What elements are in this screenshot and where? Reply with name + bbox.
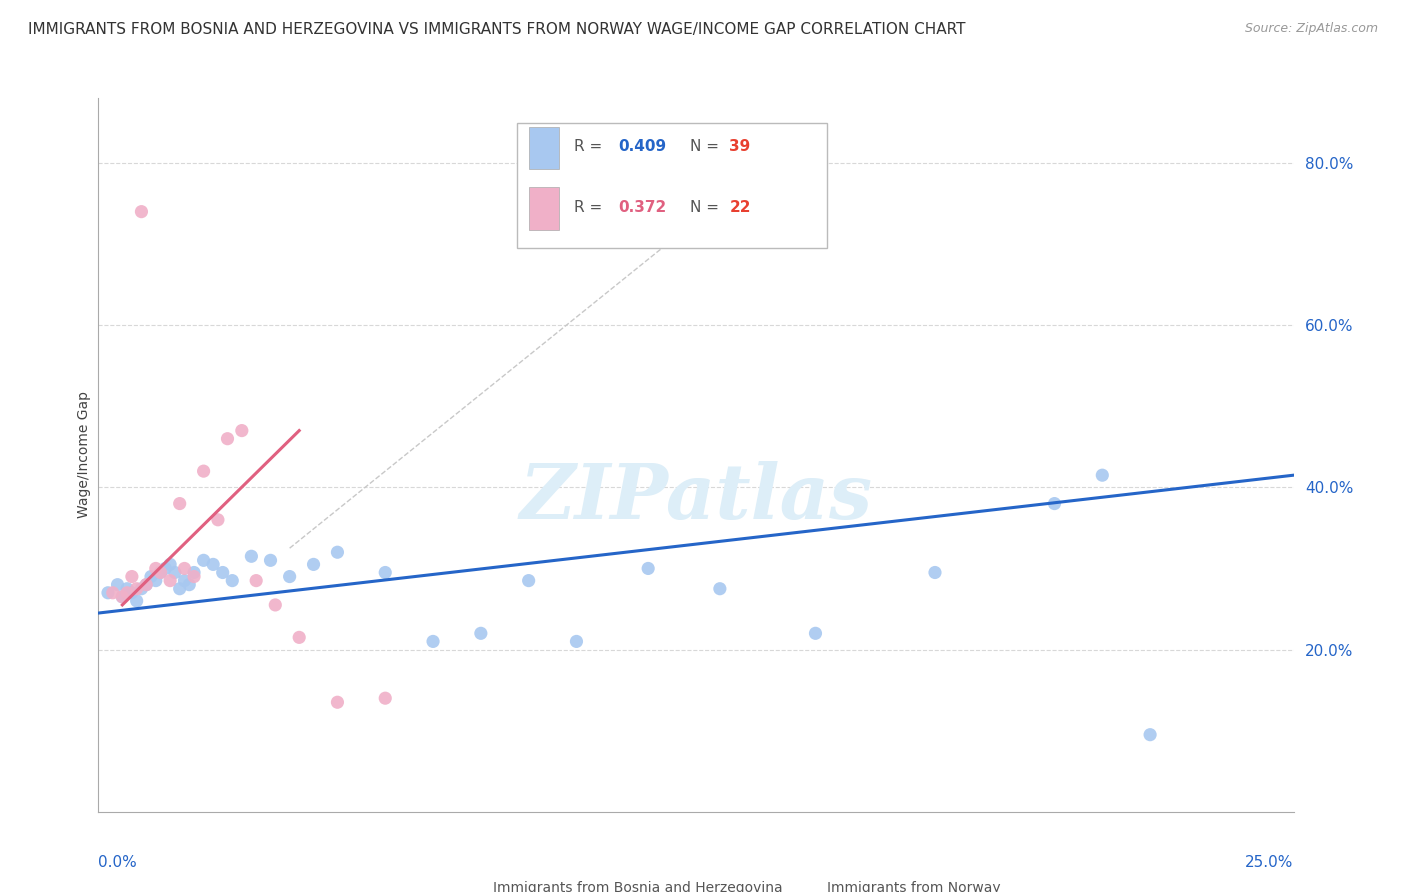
Point [565, 634, 588, 648]
Point [111, 590, 134, 604]
Point [139, 569, 162, 583]
Point [169, 497, 191, 511]
FancyBboxPatch shape [457, 869, 484, 892]
Point [155, 561, 177, 575]
Point [149, 566, 172, 580]
Point [804, 626, 827, 640]
Point [374, 566, 396, 580]
Point [145, 574, 167, 588]
Point [709, 582, 731, 596]
Point [1043, 497, 1066, 511]
Point [202, 558, 225, 572]
Point [517, 574, 540, 588]
Point [264, 598, 287, 612]
Text: Source: ZipAtlas.com: Source: ZipAtlas.com [1244, 22, 1378, 36]
Y-axis label: Wage/Income Gap: Wage/Income Gap [77, 392, 91, 518]
Point [302, 558, 325, 572]
Point [173, 561, 195, 575]
Point [159, 558, 181, 572]
Point [163, 566, 186, 580]
Point [101, 586, 124, 600]
Text: Immigrants from Bosnia and Herzegovina: Immigrants from Bosnia and Herzegovina [494, 881, 782, 892]
FancyBboxPatch shape [529, 187, 558, 230]
Point [183, 566, 205, 580]
Point [121, 569, 143, 583]
Text: Immigrants from Norway: Immigrants from Norway [827, 881, 1001, 892]
Text: 0.409: 0.409 [619, 139, 666, 154]
Point [121, 586, 143, 600]
FancyBboxPatch shape [529, 127, 558, 169]
Point [231, 424, 253, 438]
Point [259, 553, 281, 567]
Text: R =: R = [574, 200, 607, 215]
FancyBboxPatch shape [792, 869, 818, 892]
Point [183, 569, 205, 583]
Point [326, 695, 349, 709]
Point [115, 582, 138, 596]
Text: IMMIGRANTS FROM BOSNIA AND HERZEGOVINA VS IMMIGRANTS FROM NORWAY WAGE/INCOME GAP: IMMIGRANTS FROM BOSNIA AND HERZEGOVINA V… [28, 22, 966, 37]
Text: 22: 22 [730, 200, 751, 215]
Text: ZIPatlas: ZIPatlas [519, 461, 873, 534]
Point [245, 574, 267, 588]
Point [288, 631, 311, 645]
Point [637, 561, 659, 575]
Point [111, 590, 134, 604]
Point [131, 582, 153, 596]
Point [470, 626, 492, 640]
Point [278, 569, 301, 583]
Text: N =: N = [690, 139, 724, 154]
Point [169, 582, 191, 596]
Point [211, 566, 233, 580]
Point [1139, 728, 1161, 742]
Point [422, 634, 444, 648]
Point [135, 577, 157, 591]
Point [149, 566, 172, 580]
Point [374, 691, 396, 706]
Text: 25.0%: 25.0% [1246, 855, 1294, 870]
Point [173, 574, 195, 588]
Point [193, 464, 215, 478]
Point [135, 577, 157, 591]
FancyBboxPatch shape [517, 123, 827, 248]
Point [179, 577, 201, 591]
Point [193, 553, 215, 567]
Point [97, 586, 120, 600]
Point [145, 561, 167, 575]
Text: N =: N = [690, 200, 724, 215]
Point [115, 586, 138, 600]
Point [924, 566, 946, 580]
Point [107, 577, 129, 591]
Point [159, 574, 181, 588]
Point [217, 432, 239, 446]
Point [125, 582, 148, 596]
Point [125, 594, 148, 608]
Point [221, 574, 243, 588]
Point [131, 204, 153, 219]
Point [240, 549, 263, 564]
Point [1091, 468, 1114, 483]
Text: 39: 39 [730, 139, 751, 154]
Point [326, 545, 349, 559]
Text: R =: R = [574, 139, 607, 154]
Text: 0.0%: 0.0% [98, 855, 138, 870]
Text: 0.372: 0.372 [619, 200, 666, 215]
Point [207, 513, 229, 527]
